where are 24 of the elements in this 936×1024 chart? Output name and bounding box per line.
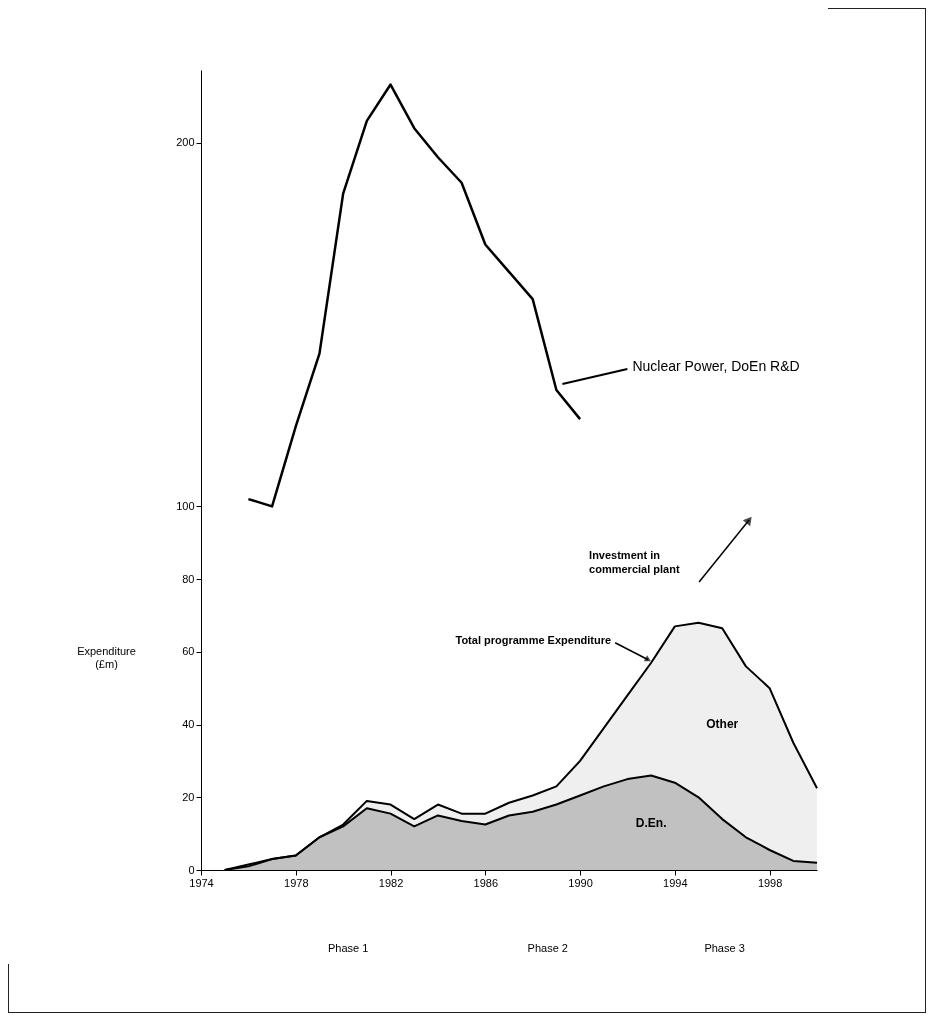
series-label: D.En. xyxy=(635,815,667,830)
series-label: Other xyxy=(706,716,739,731)
text: Nuclear Power, DoEn R&D xyxy=(632,358,800,374)
text: Phase 2 xyxy=(527,942,568,954)
x-tick-label: 1998 xyxy=(757,876,783,889)
x-tick-label: 1990 xyxy=(568,876,593,889)
x-tick-label: 1986 xyxy=(473,876,499,889)
text: Phase 3 xyxy=(704,942,745,954)
x-tick-label: 1978 xyxy=(284,876,309,889)
text: Phase 1 xyxy=(328,942,369,954)
x-tick-label: 1994 xyxy=(663,876,688,889)
y-tick-label: 100 xyxy=(176,499,195,512)
y-tick-label: 60 xyxy=(182,645,195,658)
y-tick-label: 20 xyxy=(182,790,195,803)
x-tick-label: 1982 xyxy=(378,876,404,889)
annotation: Investment in commercial plant xyxy=(589,549,680,575)
y-tick-label: 40 xyxy=(182,718,195,731)
y-tick-label: 80 xyxy=(182,572,195,585)
annotation: Total programme Expenditure xyxy=(455,633,612,646)
y-tick-label: 200 xyxy=(176,136,195,149)
y-axis-title: Expenditure (£m) xyxy=(77,645,136,671)
line-series xyxy=(247,83,582,508)
x-tick-label: 1974 xyxy=(189,876,214,889)
y-tick-label: 0 xyxy=(188,863,195,876)
